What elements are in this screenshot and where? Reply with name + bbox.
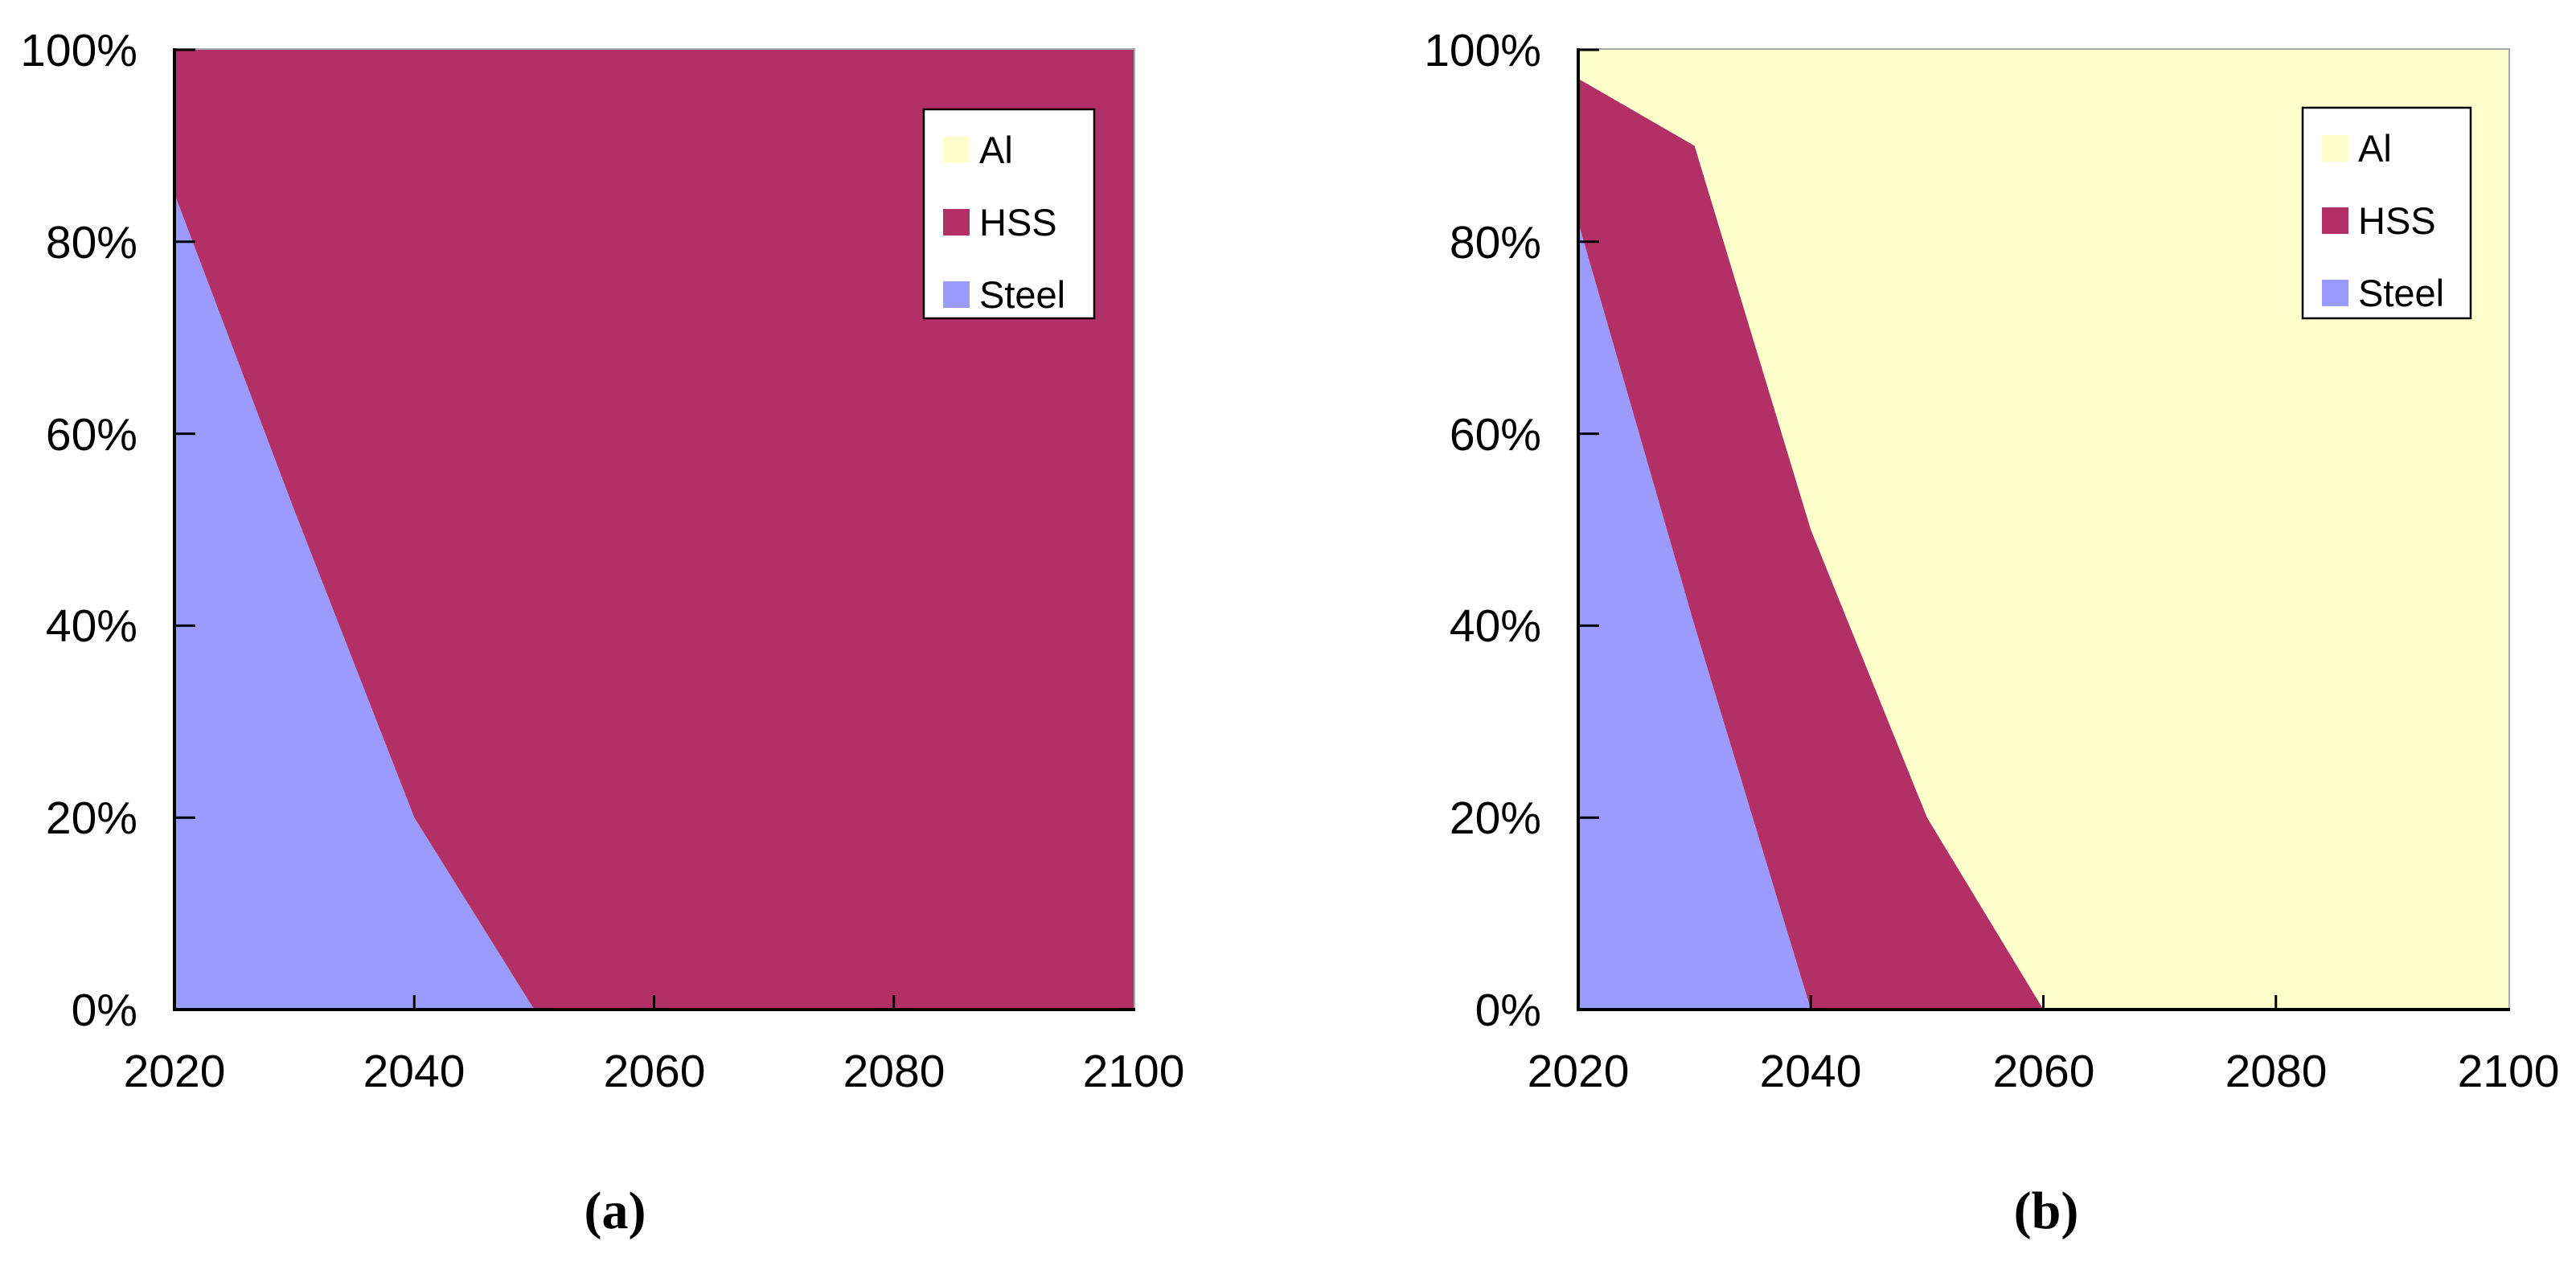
caption-a: (a) (585, 1182, 646, 1240)
y-tick-label: 40% (46, 600, 137, 652)
y-tick-label: 20% (46, 793, 137, 844)
x-tick-label: 2040 (1760, 1046, 1862, 1097)
legend-swatch-steel (2322, 280, 2348, 306)
y-tick-label: 0% (1475, 985, 1541, 1036)
y-tick-label: 80% (1450, 217, 1541, 268)
legend-label-steel: Steel (979, 273, 1065, 316)
legend-b: Al HSS Steel (2301, 106, 2472, 320)
x-tick-label: 2080 (2225, 1046, 2328, 1097)
y-tick-label: 40% (1450, 600, 1541, 652)
legend-swatch-steel (943, 281, 970, 308)
y-tick-label: 20% (1450, 793, 1541, 844)
legend-label-hss: HSS (2358, 199, 2436, 242)
caption-b: (b) (2014, 1182, 2079, 1240)
y-tick-label: 60% (1450, 409, 1541, 461)
y-tick-label: 0% (72, 985, 137, 1036)
x-tick-label: 2040 (363, 1046, 466, 1097)
area-steel-a (174, 194, 1134, 1010)
y-tick-label: 80% (46, 217, 137, 268)
area-steel-b (1578, 222, 2508, 1010)
legend-swatch-hss (2322, 207, 2348, 234)
chart-b: 100% 80% 60% 40% 20% 0% 2020 2040 2060 2… (1424, 25, 2559, 1240)
legend-swatch-al (2322, 135, 2348, 162)
legend-a: Al HSS Steel (922, 108, 1096, 320)
legend-swatch-hss (943, 209, 970, 236)
legend-label-hss: HSS (979, 201, 1057, 244)
x-tick-label: 2020 (124, 1046, 226, 1097)
area-al-b (1578, 50, 2508, 1010)
x-tick-label: 2060 (604, 1046, 706, 1097)
x-tick-label: 2020 (1528, 1046, 1630, 1097)
legend-label-al: Al (979, 129, 1013, 171)
area-hss-b (1578, 78, 2508, 1010)
tick-marks-b (1580, 48, 2278, 1011)
y-tick-label: 100% (1424, 25, 1541, 76)
x-tick-label: 2060 (1993, 1046, 2095, 1097)
legend-label-al: Al (2358, 127, 2392, 170)
y-tick-label: 60% (46, 409, 137, 461)
legend-swatch-al (943, 137, 970, 163)
x-tick-label: 2100 (1083, 1046, 1185, 1097)
y-tick-label: 100% (20, 25, 137, 76)
legend-label-steel: Steel (2358, 272, 2444, 314)
x-tick-label: 2080 (843, 1046, 945, 1097)
tick-marks-a (176, 48, 896, 1011)
area-hss-a (174, 50, 1134, 1010)
x-tick-label: 2100 (2458, 1046, 2560, 1097)
chart-a: 100% 80% 60% 40% 20% 0% 2020 2040 2060 2… (20, 25, 1184, 1240)
